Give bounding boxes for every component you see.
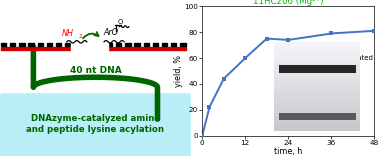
Bar (19, 43, 25, 46)
Text: O: O (118, 19, 123, 25)
Title: 11HC206 (Mg²⁺): 11HC206 (Mg²⁺) (253, 0, 324, 6)
Bar (1, 43, 6, 46)
Bar (65, 43, 70, 46)
Bar (10, 43, 15, 46)
Bar (28, 43, 34, 46)
Bar (116, 43, 121, 46)
Bar (135, 43, 140, 46)
Bar (107, 47, 186, 50)
Bar (180, 43, 186, 46)
Bar (171, 43, 177, 46)
Bar (74, 43, 80, 46)
FancyBboxPatch shape (0, 93, 191, 156)
Text: acylated: acylated (344, 55, 373, 61)
Text: DNAzyme-catalyzed amine
and peptide lysine acylation: DNAzyme-catalyzed amine and peptide lysi… (26, 114, 164, 134)
Text: NH: NH (62, 29, 73, 38)
Bar (37, 43, 43, 46)
Text: 40 nt DNA: 40 nt DNA (70, 66, 121, 75)
Text: 2: 2 (79, 34, 82, 39)
X-axis label: time, h: time, h (274, 147, 302, 156)
Bar (71, 41, 108, 51)
Bar (125, 43, 130, 46)
Bar (107, 43, 112, 46)
Text: ArO: ArO (103, 28, 118, 37)
Bar (144, 43, 149, 46)
Bar (1, 47, 80, 50)
Bar (47, 43, 52, 46)
Bar (153, 43, 158, 46)
Bar (56, 43, 61, 46)
Text: Lys: Lys (344, 120, 355, 126)
Bar (162, 43, 167, 46)
FancyArrowPatch shape (83, 32, 99, 38)
Y-axis label: yield, %: yield, % (174, 55, 183, 87)
